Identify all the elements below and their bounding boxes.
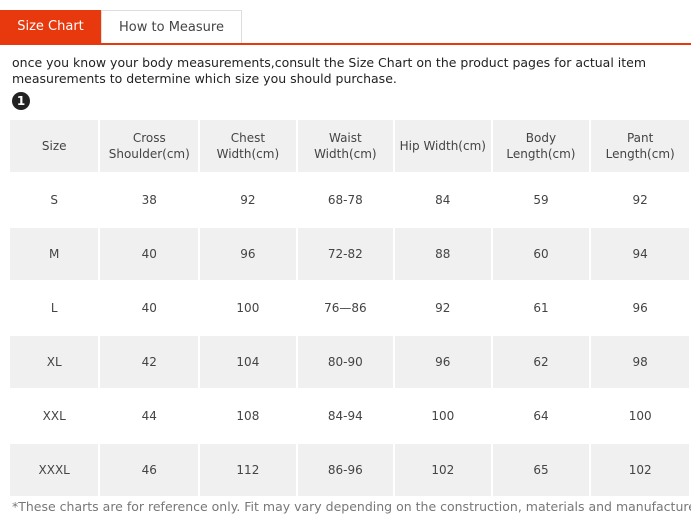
table-cell: XL (10, 336, 99, 388)
table-cell: 60 (492, 228, 590, 280)
table-cell: 96 (632, 301, 648, 315)
table-cell: Body Length(cm) (492, 120, 590, 172)
table-cell: 68-78 (327, 193, 363, 207)
table-cell: 72-82 (297, 228, 394, 280)
table-cell: 102 (591, 444, 689, 496)
table-cell: 100 (431, 409, 455, 423)
table-row: M 40 96 72-82 88 60 94 (10, 228, 689, 280)
size-table: Size Cross Shoulder(cm) Chest Width(cm) Wai… (8, 118, 691, 498)
tab-active[interactable]: Size Chart (0, 10, 101, 43)
table-cell: 84-94 (327, 409, 363, 423)
table-cell: 102 (395, 444, 491, 496)
table-cell: Chest Width(cm) (200, 120, 296, 172)
table-cell: L (50, 301, 58, 315)
table-cell: 84 (435, 193, 451, 207)
table-cell: 100 (628, 409, 652, 423)
table-cell: Cross Shoulder(cm) (100, 120, 199, 172)
table-cell: 104 (200, 336, 296, 388)
table-cell: 42 (100, 336, 199, 388)
table-row: L 40 100 76—86 92 61 96 (10, 282, 689, 334)
table-cell: 76—86 (324, 301, 367, 315)
table-cell: 94 (591, 228, 689, 280)
table-cell: XXL (42, 409, 66, 423)
table-cell: 44 (141, 409, 157, 423)
table-cell: M (10, 228, 99, 280)
intro-text: once you know your body measurements,con… (12, 55, 647, 86)
table-cell: 108 (236, 409, 260, 423)
table-cell: 80-90 (297, 336, 394, 388)
table-cell: 65 (492, 444, 590, 496)
footnote: *These charts are for reference only. Fi… (12, 499, 691, 514)
table-row: S 38 92 68-78 84 59 92 (10, 174, 689, 226)
table-row: XXXL 46 112 86-96 102 65 102 (10, 444, 689, 496)
table-cell: 40 (100, 228, 199, 280)
table-cell: 96 (395, 336, 491, 388)
table-row: XXL 44 108 84-94 100 64 100 (10, 390, 689, 442)
step-badge: 1 (12, 92, 30, 110)
table-row: XL 42 104 80-90 96 62 98 (10, 336, 689, 388)
table-cell: Pant Length(cm) (591, 120, 689, 172)
table-cell: 92 (240, 193, 256, 207)
table-cell: 98 (591, 336, 689, 388)
table-cell: Size (10, 120, 99, 172)
table-cell: XXXL (10, 444, 99, 496)
table-cell: Hip Width(cm) (395, 120, 491, 172)
table-cell: 88 (395, 228, 491, 280)
table-row: Size Cross Shoulder(cm) Chest Width(cm) Wai… (10, 120, 689, 172)
table-cell: 112 (200, 444, 296, 496)
table-cell: 86-96 (297, 444, 394, 496)
table-cell: 92 (435, 301, 451, 315)
tab-rule (0, 43, 691, 45)
table-cell: 46 (100, 444, 199, 496)
table-cell: 64 (533, 409, 549, 423)
table-cell: 100 (236, 301, 260, 315)
table-cell: 96 (200, 228, 296, 280)
table-cell: 62 (492, 336, 590, 388)
table-cell: 61 (533, 301, 549, 315)
table-cell: 38 (141, 193, 157, 207)
table-cell: Waist Width(cm) (297, 120, 394, 172)
tab[interactable]: How to Measure (101, 10, 242, 43)
table-cell: 40 (141, 301, 157, 315)
table-cell: 92 (632, 193, 648, 207)
table-cell: S (50, 193, 59, 207)
table-cell: 59 (533, 193, 549, 207)
